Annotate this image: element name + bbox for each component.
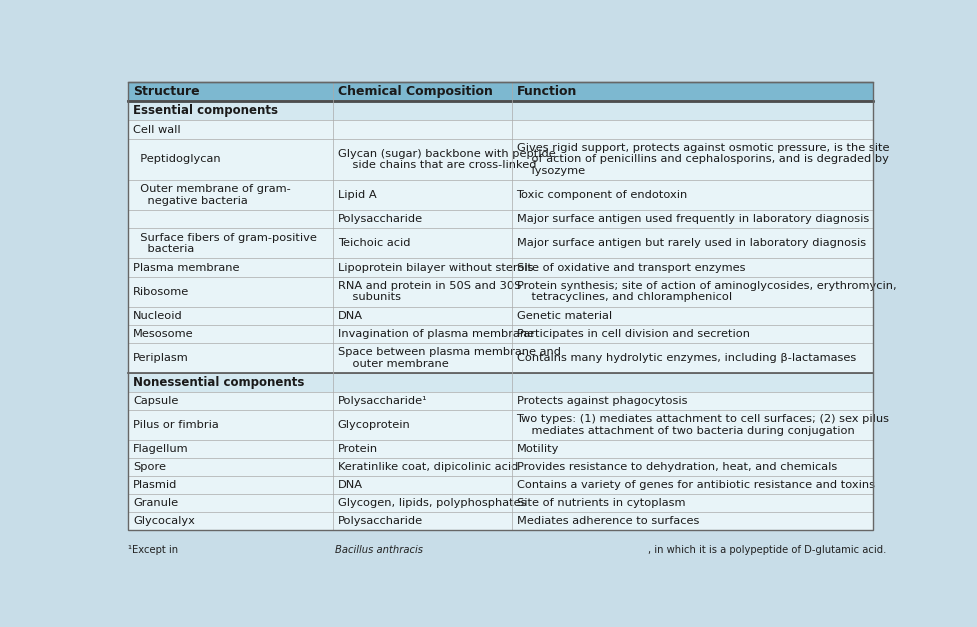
Text: Gives rigid support, protects against osmotic pressure, is the site: Gives rigid support, protects against os… — [517, 142, 889, 152]
Text: Major surface antigen used frequently in laboratory diagnosis: Major surface antigen used frequently in… — [517, 214, 869, 224]
Bar — [128, 392, 873, 410]
Bar — [128, 181, 873, 211]
Text: Motility: Motility — [517, 444, 559, 454]
Text: Ribosome: Ribosome — [133, 287, 190, 297]
Text: bacteria: bacteria — [133, 245, 194, 255]
Text: Mesosome: Mesosome — [133, 329, 193, 339]
Text: Bacillus anthracis: Bacillus anthracis — [334, 545, 423, 555]
Text: Nucleoid: Nucleoid — [133, 310, 183, 320]
Text: Periplasm: Periplasm — [133, 352, 189, 362]
Text: Plasma membrane: Plasma membrane — [133, 263, 239, 273]
Text: Cell wall: Cell wall — [133, 125, 181, 135]
Text: Site of oxidative and transport enzymes: Site of oxidative and transport enzymes — [517, 263, 745, 273]
Text: Contains many hydrolytic enzymes, including β-lactamases: Contains many hydrolytic enzymes, includ… — [517, 352, 856, 362]
Text: Invagination of plasma membrane: Invagination of plasma membrane — [338, 329, 533, 339]
Bar — [128, 494, 873, 512]
Text: Peptidoglycan: Peptidoglycan — [133, 154, 221, 164]
Text: Spore: Spore — [133, 462, 166, 472]
Text: lysozyme: lysozyme — [517, 166, 584, 176]
Text: Glycoprotein: Glycoprotein — [338, 420, 410, 430]
Bar — [128, 120, 873, 139]
Text: Mediates adherence to surfaces: Mediates adherence to surfaces — [517, 517, 699, 527]
Text: Chemical Composition: Chemical Composition — [338, 85, 492, 98]
Text: Glycogen, lipids, polyphosphates: Glycogen, lipids, polyphosphates — [338, 498, 527, 508]
Text: Teichoic acid: Teichoic acid — [338, 238, 410, 248]
Text: mediates attachment of two bacteria during conjugation: mediates attachment of two bacteria duri… — [517, 426, 854, 436]
Text: Surface fibers of gram-positive: Surface fibers of gram-positive — [133, 233, 317, 243]
Text: tetracyclines, and chloramphenicol: tetracyclines, and chloramphenicol — [517, 292, 732, 302]
Text: Glycocalyx: Glycocalyx — [133, 517, 194, 527]
Bar — [128, 307, 873, 325]
Text: Lipid A: Lipid A — [338, 191, 376, 201]
Bar — [128, 476, 873, 494]
Text: RNA and protein in 50S and 30S: RNA and protein in 50S and 30S — [338, 281, 521, 290]
Text: Pilus or fimbria: Pilus or fimbria — [133, 420, 219, 430]
Text: Polysaccharide: Polysaccharide — [338, 517, 423, 527]
Text: subunits: subunits — [338, 292, 401, 302]
Text: outer membrane: outer membrane — [338, 359, 448, 369]
Bar — [128, 458, 873, 476]
Text: Glycan (sugar) backbone with peptide: Glycan (sugar) backbone with peptide — [338, 149, 556, 159]
Text: Protects against phagocytosis: Protects against phagocytosis — [517, 396, 687, 406]
Text: Major surface antigen but rarely used in laboratory diagnosis: Major surface antigen but rarely used in… — [517, 238, 866, 248]
Text: Contains a variety of genes for antibiotic resistance and toxins: Contains a variety of genes for antibiot… — [517, 480, 874, 490]
Bar — [128, 258, 873, 277]
Text: DNA: DNA — [338, 310, 362, 320]
Text: of action of penicillins and cephalosporins, and is degraded by: of action of penicillins and cephalospor… — [517, 154, 888, 164]
Bar — [128, 82, 873, 101]
Text: Nonessential components: Nonessential components — [133, 376, 305, 389]
Text: Keratinlike coat, dipicolinic acid: Keratinlike coat, dipicolinic acid — [338, 462, 518, 472]
Text: ¹Except in: ¹Except in — [128, 545, 182, 555]
Bar — [128, 277, 873, 307]
Bar — [128, 139, 873, 181]
Bar — [128, 372, 873, 392]
Text: Two types: (1) mediates attachment to cell surfaces; (2) sex pilus: Two types: (1) mediates attachment to ce… — [517, 414, 889, 424]
Text: Lipoprotein bilayer without sterols: Lipoprotein bilayer without sterols — [338, 263, 533, 273]
Bar — [128, 512, 873, 530]
Text: Function: Function — [517, 85, 576, 98]
Text: Essential components: Essential components — [133, 104, 278, 117]
Text: Space between plasma membrane and: Space between plasma membrane and — [338, 347, 561, 357]
Text: Structure: Structure — [133, 85, 199, 98]
Text: DNA: DNA — [338, 480, 362, 490]
Bar — [128, 211, 873, 228]
Bar — [128, 343, 873, 372]
Text: Flagellum: Flagellum — [133, 444, 189, 454]
Bar — [128, 410, 873, 440]
Text: Protein synthesis; site of action of aminoglycosides, erythromycin,: Protein synthesis; site of action of ami… — [517, 281, 896, 290]
Bar — [128, 228, 873, 258]
Text: negative bacteria: negative bacteria — [133, 196, 248, 206]
Text: Genetic material: Genetic material — [517, 310, 612, 320]
Text: Participates in cell division and secretion: Participates in cell division and secret… — [517, 329, 749, 339]
Text: Site of nutrients in cytoplasm: Site of nutrients in cytoplasm — [517, 498, 685, 508]
Text: Outer membrane of gram-: Outer membrane of gram- — [133, 184, 291, 194]
Text: Polysaccharide: Polysaccharide — [338, 214, 423, 224]
Text: Granule: Granule — [133, 498, 178, 508]
Bar — [128, 325, 873, 343]
Text: Provides resistance to dehydration, heat, and chemicals: Provides resistance to dehydration, heat… — [517, 462, 836, 472]
Bar — [128, 440, 873, 458]
Text: Toxic component of endotoxin: Toxic component of endotoxin — [517, 191, 688, 201]
Text: Protein: Protein — [338, 444, 378, 454]
Text: Polysaccharide¹: Polysaccharide¹ — [338, 396, 427, 406]
Text: side chains that are cross-linked: side chains that are cross-linked — [338, 161, 536, 171]
Text: Capsule: Capsule — [133, 396, 179, 406]
Bar — [128, 101, 873, 120]
Text: Plasmid: Plasmid — [133, 480, 178, 490]
Text: , in which it is a polypeptide of D-glutamic acid.: , in which it is a polypeptide of D-glut… — [648, 545, 886, 555]
